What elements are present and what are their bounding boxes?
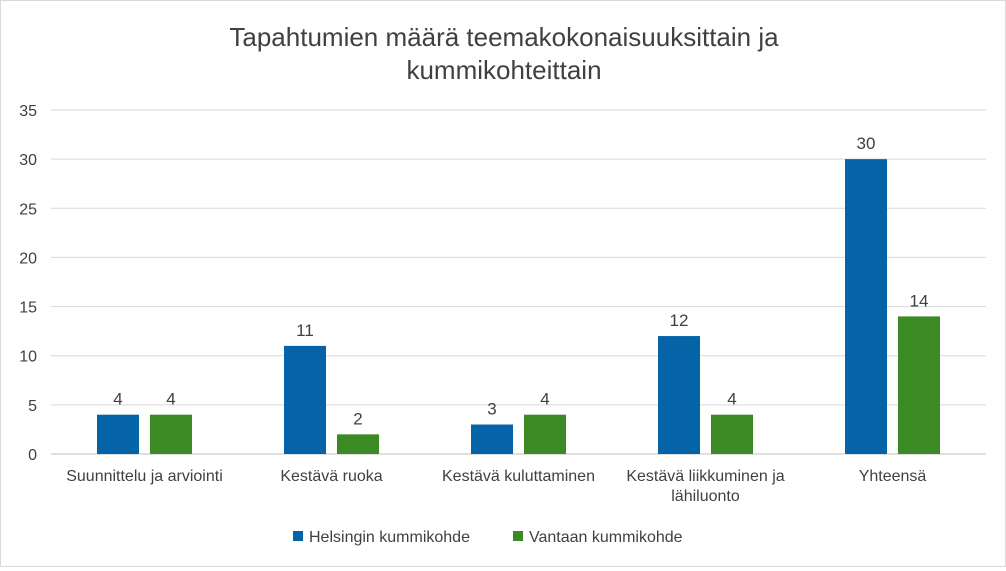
data-label: 4	[540, 390, 549, 409]
data-label: 3	[487, 400, 496, 419]
bar-helsinki	[845, 159, 887, 454]
legend: Helsingin kummikohde Vantaan kummikohde	[293, 529, 683, 546]
data-labels: 4 11 3 12 30 4 2 4 4 14	[113, 134, 928, 428]
data-label: 30	[857, 134, 876, 153]
bar-helsinki	[658, 336, 700, 454]
data-label: 14	[910, 291, 929, 310]
bars	[97, 159, 940, 454]
legend-swatch	[513, 531, 523, 541]
bar-helsinki	[97, 414, 139, 454]
chart-title-line: Tapahtumien määrä teemakokonaisuuksittai…	[229, 22, 779, 52]
chart-title-line: kummikohteittain	[406, 55, 601, 85]
data-label: 4	[166, 390, 175, 409]
x-category-label: lähiluonto	[671, 488, 740, 505]
x-axis-categories: Suunnittelu ja arviointi Kestävä ruoka Kes…	[66, 468, 926, 505]
y-tick-label: 10	[19, 349, 37, 366]
data-label: 12	[670, 311, 689, 330]
x-category-label: Kestävä liikkuminen ja	[626, 468, 784, 485]
x-category-label: Kestävä ruoka	[280, 468, 382, 485]
bar-helsinki	[471, 424, 513, 454]
y-tick-label: 35	[19, 103, 37, 120]
legend-swatch	[293, 531, 303, 541]
y-tick-label: 25	[19, 201, 37, 218]
y-axis-ticks: 0 5 10 15 20 25 30 35	[19, 103, 37, 464]
y-tick-label: 5	[28, 398, 37, 415]
data-label: 2	[353, 409, 362, 428]
y-tick-label: 15	[19, 300, 37, 317]
bar-vantaa	[524, 414, 566, 454]
bar-vantaa	[337, 434, 379, 454]
y-tick-label: 30	[19, 152, 37, 169]
chart-title: Tapahtumien määrä teemakokonaisuuksittai…	[229, 22, 779, 85]
gridlines	[51, 109, 986, 455]
data-label: 4	[113, 390, 122, 409]
legend-label: Vantaan kummikohde	[529, 529, 683, 546]
bar-vantaa	[150, 414, 192, 454]
legend-label: Helsingin kummikohde	[309, 529, 470, 546]
x-category-label: Suunnittelu ja arviointi	[66, 468, 223, 485]
x-category-label: Kestävä kuluttaminen	[442, 468, 595, 485]
bar-vantaa	[711, 414, 753, 454]
y-tick-label: 20	[19, 250, 37, 267]
bar-vantaa	[898, 316, 940, 454]
bar-helsinki	[284, 345, 326, 454]
y-tick-label: 0	[28, 447, 37, 464]
data-label: 4	[727, 390, 736, 409]
x-category-label: Yhteensä	[859, 468, 927, 485]
data-label: 11	[296, 321, 314, 340]
